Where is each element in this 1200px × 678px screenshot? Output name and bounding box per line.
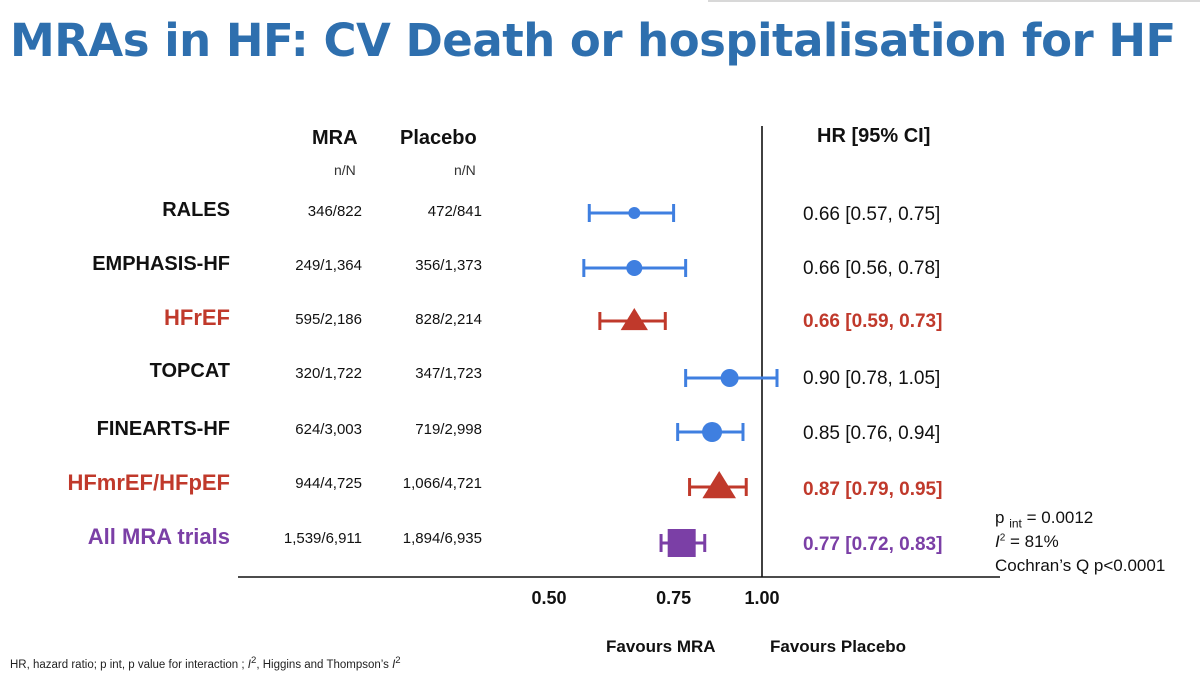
study-label-all-mra-trials: All MRA trials <box>87 524 230 549</box>
p-interaction-subscript: int <box>1009 516 1022 531</box>
forest-row-topcat <box>684 369 779 387</box>
forest-row-emphasis-hf <box>582 259 688 277</box>
i-squared-value: = 81% <box>1005 532 1059 551</box>
placebo-events-emphasis-hf: 356/1,373 <box>415 257 482 274</box>
forest-marks <box>582 204 779 557</box>
header-placebo: Placebo <box>400 127 477 149</box>
hr-ci-all-mra-trials: 0.77 [0.72, 0.83] <box>803 534 943 555</box>
hr-ci-hfmref-hfpef: 0.87 [0.79, 0.95] <box>803 479 943 500</box>
hr-ci-hfref: 0.66 [0.59, 0.73] <box>803 311 943 332</box>
footnote-i2-letter-end: I <box>392 658 396 671</box>
i-squared: I2 = 81% <box>995 532 1059 552</box>
mra-events-hfmref-hfpef: 944/4,725 <box>295 475 362 492</box>
placebo-events-rales: 472/841 <box>427 203 482 220</box>
hr-ci-emphasis-hf: 0.66 [0.56, 0.78] <box>803 258 941 279</box>
p-interaction-prefix: p <box>995 508 1005 527</box>
cochran-q: Cochran’s Q p<0.0001 <box>995 556 1166 575</box>
mra-events-all-mra-trials: 1,539/6,911 <box>283 530 362 547</box>
x-tick-label: 1.00 <box>744 588 779 608</box>
p-interaction: p int = 0.0012 <box>995 508 1093 530</box>
header-hr-ci: HR [95% CI] <box>817 125 931 147</box>
placebo-events-hfref: 828/2,214 <box>415 311 482 328</box>
study-label-topcat: TOPCAT <box>149 360 230 382</box>
forest-row-all-mra-trials <box>659 529 707 557</box>
forest-row-hfmref-hfpef <box>688 471 748 499</box>
p-interaction-value: = 0.0012 <box>1021 508 1094 527</box>
forest-row-hfref <box>598 308 667 331</box>
placebo-events-topcat: 347/1,723 <box>415 365 482 382</box>
x-tick-label: 0.75 <box>656 588 691 608</box>
i-squared-letter: I <box>995 532 1000 551</box>
placebo-events-hfmref-hfpef: 1,066/4,721 <box>402 475 482 492</box>
forest-row-finearts-hf <box>676 422 745 442</box>
favours-mra-label: Favours MRA <box>606 637 716 656</box>
placebo-events-finearts-hf: 719/2,998 <box>415 421 482 438</box>
mra-events-emphasis-hf: 249/1,364 <box>295 257 362 274</box>
top-divider <box>708 0 1200 2</box>
study-label-emphasis-hf: EMPHASIS-HF <box>92 253 230 275</box>
hr-ci-topcat: 0.90 [0.78, 1.05] <box>803 368 941 389</box>
point-estimate-marker <box>720 369 739 387</box>
forest-row-rales <box>587 204 676 222</box>
placebo-events-all-mra-trials: 1,894/6,935 <box>402 530 482 547</box>
mra-events-topcat: 320/1,722 <box>295 365 362 382</box>
slide-title: MRAs in HF: CV Death or hospitalisation … <box>10 14 1176 67</box>
footnote-i2-letter: I <box>247 658 251 671</box>
favours-placebo-label: Favours Placebo <box>770 637 907 656</box>
mra-events-finearts-hf: 624/3,003 <box>295 421 362 438</box>
hr-ci-rales: 0.66 [0.57, 0.75] <box>803 204 941 225</box>
point-estimate-marker <box>626 260 643 276</box>
point-estimate-marker <box>620 308 648 331</box>
x-tick-label: 0.50 <box>531 588 566 608</box>
point-estimate-marker <box>702 471 737 499</box>
footnote-i2-sup-end: 2 <box>395 655 401 666</box>
footnote: HR, hazard ratio; p int, p value for int… <box>10 655 401 671</box>
footnote-text-a: HR, hazard ratio; p int, p value for int… <box>10 658 248 671</box>
point-estimate-marker <box>628 207 641 219</box>
point-estimate-marker <box>702 422 723 442</box>
footnote-text-b: , Higgins and Thompson’s <box>256 658 393 671</box>
x-tick-labels: 0.50 0.75 1.00 <box>531 588 779 608</box>
i-squared-superscript: 2 <box>999 532 1006 544</box>
study-label-finearts-hf: FINEARTS-HF <box>96 418 230 440</box>
subheader-placebo-nn: n/N <box>454 162 476 178</box>
study-label-hfmref-hfpef: HFmrEF/HFpEF <box>67 470 230 495</box>
point-estimate-marker <box>667 529 696 557</box>
hr-ci-finearts-hf: 0.85 [0.76, 0.94] <box>803 423 941 444</box>
header-mra: MRA <box>312 127 358 149</box>
mra-events-hfref: 595/2,186 <box>295 311 362 328</box>
study-label-hfref: HFrEF <box>164 305 230 330</box>
study-label-rales: RALES <box>162 199 230 221</box>
subheader-mra-nn: n/N <box>334 162 356 178</box>
mra-events-rales: 346/822 <box>307 203 362 220</box>
footnote-i2-sup: 2 <box>251 655 257 666</box>
